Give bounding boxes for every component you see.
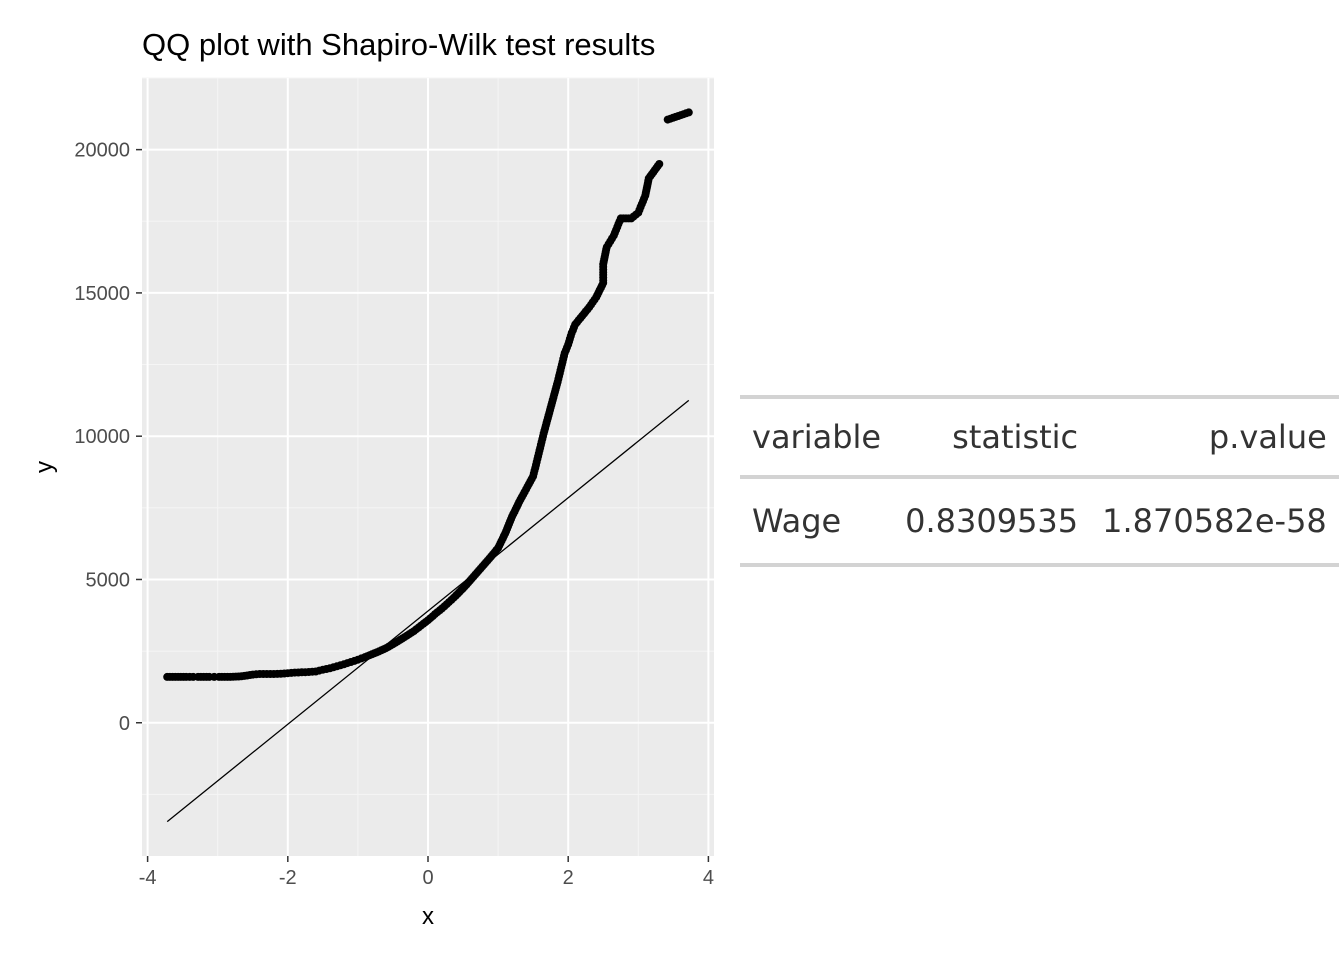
table-row: Wage 0.8309535 1.870582e-58 (740, 477, 1339, 565)
shapiro-wilk-results-table: variable statistic p.value Wage 0.830953… (740, 395, 1339, 567)
x-tick-label: 0 (422, 867, 433, 889)
header-statistic: statistic (952, 418, 1079, 456)
x-axis-title: x (422, 903, 434, 930)
y-axis-title: y (31, 461, 58, 473)
y-tick-label: 15000 (74, 283, 130, 305)
x-tick-label: 2 (563, 867, 574, 889)
chart-title: QQ plot with Shapiro-Wilk test results (142, 27, 655, 62)
reference-line (166, 399, 690, 823)
x-tick-label: -4 (139, 867, 157, 889)
table-header-row: variable statistic p.value (740, 397, 1339, 477)
cell-p-value: 1.870582e-58 (1102, 502, 1327, 540)
header-variable: variable (752, 418, 882, 456)
x-tick-label: 4 (703, 867, 714, 889)
y-tick-label: 20000 (74, 140, 130, 162)
sample-points (163, 108, 693, 681)
data-point (655, 160, 664, 168)
y-tick-label: 5000 (86, 569, 131, 591)
x-tick-label: -2 (279, 867, 297, 889)
data-point (684, 108, 693, 117)
cell-statistic: 0.8309535 (905, 502, 1079, 540)
qq-plot: QQ plot with Shapiro-Wilk test results -… (31, 27, 714, 930)
y-axis: 0 5000 10000 15000 20000 (74, 140, 142, 735)
major-grid (142, 78, 714, 856)
cell-variable: Wage (752, 502, 842, 540)
x-axis: -4 -2 0 2 4 (139, 856, 714, 889)
header-p-value: p.value (1208, 418, 1327, 456)
y-tick-label: 0 (119, 713, 130, 735)
y-tick-label: 10000 (74, 426, 130, 448)
